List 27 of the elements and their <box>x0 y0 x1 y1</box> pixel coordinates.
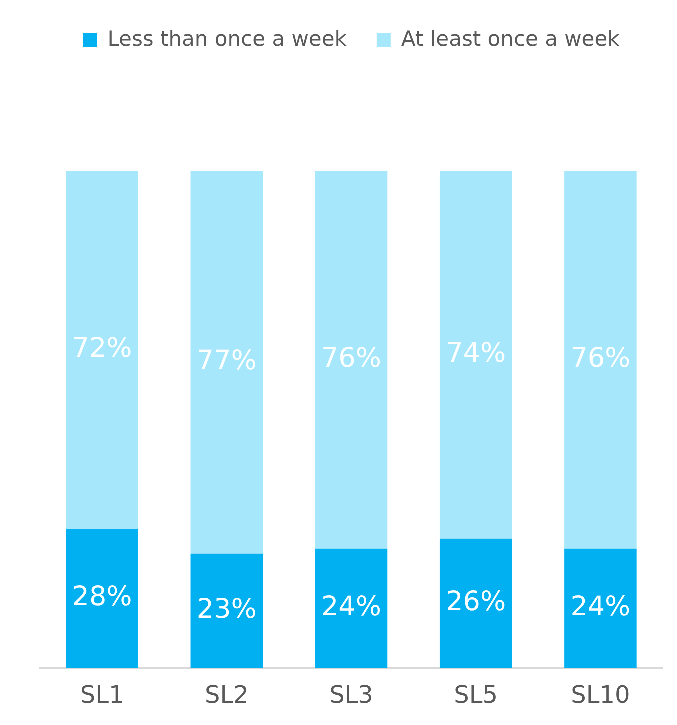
data-label: 76% <box>570 342 631 374</box>
bar <box>190 171 264 554</box>
data-label: 24% <box>570 592 631 623</box>
legend-label: Less than once a week <box>108 26 348 51</box>
data-label: 76% <box>321 342 382 374</box>
x-tick-label: SL1 <box>80 680 124 709</box>
x-tick-label: SL10 <box>571 680 630 709</box>
data-label: 26% <box>446 586 506 618</box>
legend-label: At least once a week <box>401 26 621 51</box>
bar <box>315 548 388 668</box>
bar <box>564 171 637 549</box>
data-label: 28% <box>72 582 132 613</box>
data-label: 77% <box>196 345 257 376</box>
data-label: 23% <box>196 594 257 626</box>
bar <box>66 171 138 529</box>
bar <box>190 554 264 668</box>
x-tick-label: SL3 <box>330 680 374 709</box>
x-tick-label: SL5 <box>454 680 498 709</box>
x-tick-label: SL2 <box>204 680 249 709</box>
bar <box>315 171 388 549</box>
data-label: 24% <box>321 592 382 623</box>
bar <box>66 528 138 668</box>
data-label: 72% <box>72 333 132 364</box>
data-label: 74% <box>446 338 506 369</box>
bar <box>440 171 512 539</box>
bar <box>564 548 637 668</box>
bar <box>440 538 512 668</box>
